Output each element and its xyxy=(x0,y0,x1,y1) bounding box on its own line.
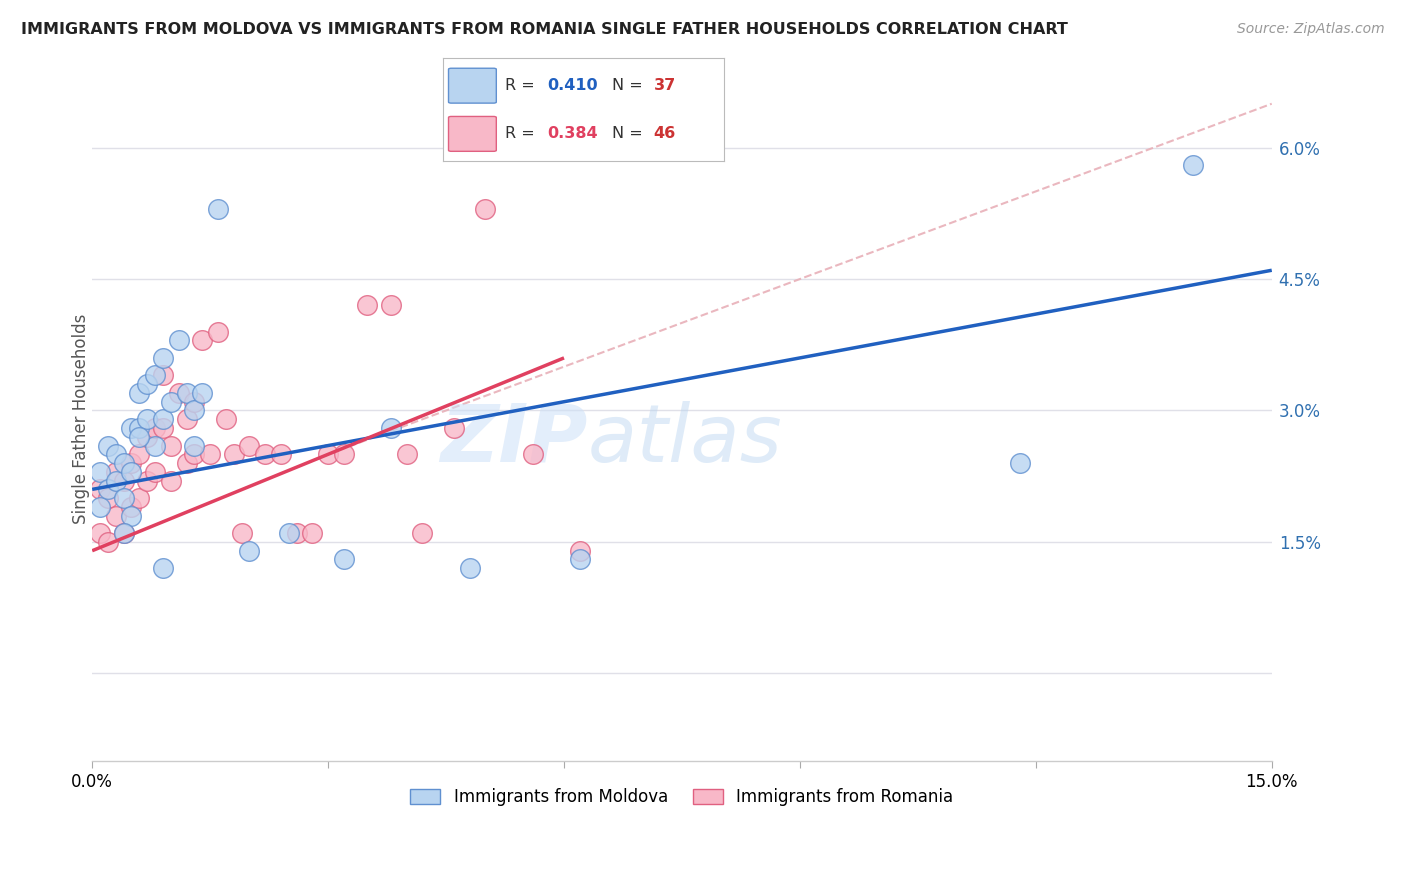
Point xyxy=(183,394,205,409)
Point xyxy=(568,543,591,558)
Point xyxy=(152,561,174,575)
Point xyxy=(89,526,111,541)
Text: R =: R = xyxy=(505,127,540,142)
Text: R =: R = xyxy=(505,78,540,93)
Point xyxy=(568,552,591,566)
Point xyxy=(136,377,159,392)
Point xyxy=(1182,158,1205,172)
FancyBboxPatch shape xyxy=(449,69,496,103)
Point xyxy=(176,412,198,426)
Text: atlas: atlas xyxy=(588,401,782,479)
Point xyxy=(270,447,292,461)
Point xyxy=(301,526,323,541)
Point xyxy=(443,421,465,435)
Point xyxy=(112,456,135,470)
Text: N =: N = xyxy=(612,78,648,93)
Point xyxy=(277,526,299,541)
Point xyxy=(121,500,143,514)
Point xyxy=(474,202,496,216)
Point xyxy=(167,386,190,401)
Point xyxy=(136,430,159,444)
Point xyxy=(89,465,111,479)
Point xyxy=(112,526,135,541)
Point xyxy=(143,465,166,479)
Point xyxy=(104,508,127,523)
Point xyxy=(104,465,127,479)
Point xyxy=(128,430,150,444)
Point xyxy=(152,421,174,435)
Point xyxy=(207,325,229,339)
Text: N =: N = xyxy=(612,127,648,142)
Point xyxy=(411,526,433,541)
Point xyxy=(380,298,402,312)
Point xyxy=(333,552,356,566)
Point xyxy=(97,491,120,505)
Point xyxy=(97,483,120,497)
Point xyxy=(215,412,238,426)
Point xyxy=(128,386,150,401)
Point xyxy=(395,447,418,461)
Point xyxy=(97,438,120,452)
Legend: Immigrants from Moldova, Immigrants from Romania: Immigrants from Moldova, Immigrants from… xyxy=(402,780,962,814)
Point xyxy=(183,438,205,452)
Point xyxy=(136,412,159,426)
Point xyxy=(316,447,339,461)
Text: 37: 37 xyxy=(654,78,676,93)
Point xyxy=(198,447,221,461)
Point xyxy=(222,447,245,461)
Y-axis label: Single Father Households: Single Father Households xyxy=(72,314,90,524)
Point xyxy=(143,421,166,435)
Point xyxy=(285,526,308,541)
Text: IMMIGRANTS FROM MOLDOVA VS IMMIGRANTS FROM ROMANIA SINGLE FATHER HOUSEHOLDS CORR: IMMIGRANTS FROM MOLDOVA VS IMMIGRANTS FR… xyxy=(21,22,1069,37)
Point xyxy=(176,456,198,470)
Point xyxy=(380,421,402,435)
Point xyxy=(128,491,150,505)
Point xyxy=(143,438,166,452)
FancyBboxPatch shape xyxy=(449,117,496,152)
Point xyxy=(191,386,214,401)
Point xyxy=(238,438,260,452)
Point xyxy=(1010,456,1032,470)
Text: 0.384: 0.384 xyxy=(547,127,598,142)
Point xyxy=(121,456,143,470)
Text: 46: 46 xyxy=(654,127,676,142)
Point xyxy=(159,474,181,488)
Point xyxy=(159,438,181,452)
Point xyxy=(97,535,120,549)
Point xyxy=(112,474,135,488)
Point xyxy=(89,500,111,514)
Point xyxy=(104,447,127,461)
Point xyxy=(458,561,481,575)
Point xyxy=(152,351,174,365)
Point xyxy=(121,421,143,435)
Point xyxy=(159,394,181,409)
Point xyxy=(112,526,135,541)
Point xyxy=(207,202,229,216)
Point xyxy=(121,465,143,479)
Point xyxy=(112,491,135,505)
Point xyxy=(167,334,190,348)
Point xyxy=(136,474,159,488)
Point xyxy=(152,412,174,426)
Point xyxy=(104,474,127,488)
Point xyxy=(143,368,166,383)
Text: ZIP: ZIP xyxy=(440,401,588,479)
Point xyxy=(522,447,544,461)
Point xyxy=(191,334,214,348)
Point xyxy=(356,298,378,312)
Point xyxy=(183,447,205,461)
Point xyxy=(333,447,356,461)
Point xyxy=(238,543,260,558)
Point xyxy=(183,403,205,417)
Text: 0.410: 0.410 xyxy=(547,78,598,93)
Point xyxy=(176,386,198,401)
Point xyxy=(128,421,150,435)
Point xyxy=(121,508,143,523)
Point xyxy=(128,447,150,461)
Point xyxy=(152,368,174,383)
Point xyxy=(231,526,253,541)
Point xyxy=(254,447,277,461)
Point xyxy=(89,483,111,497)
Text: Source: ZipAtlas.com: Source: ZipAtlas.com xyxy=(1237,22,1385,37)
